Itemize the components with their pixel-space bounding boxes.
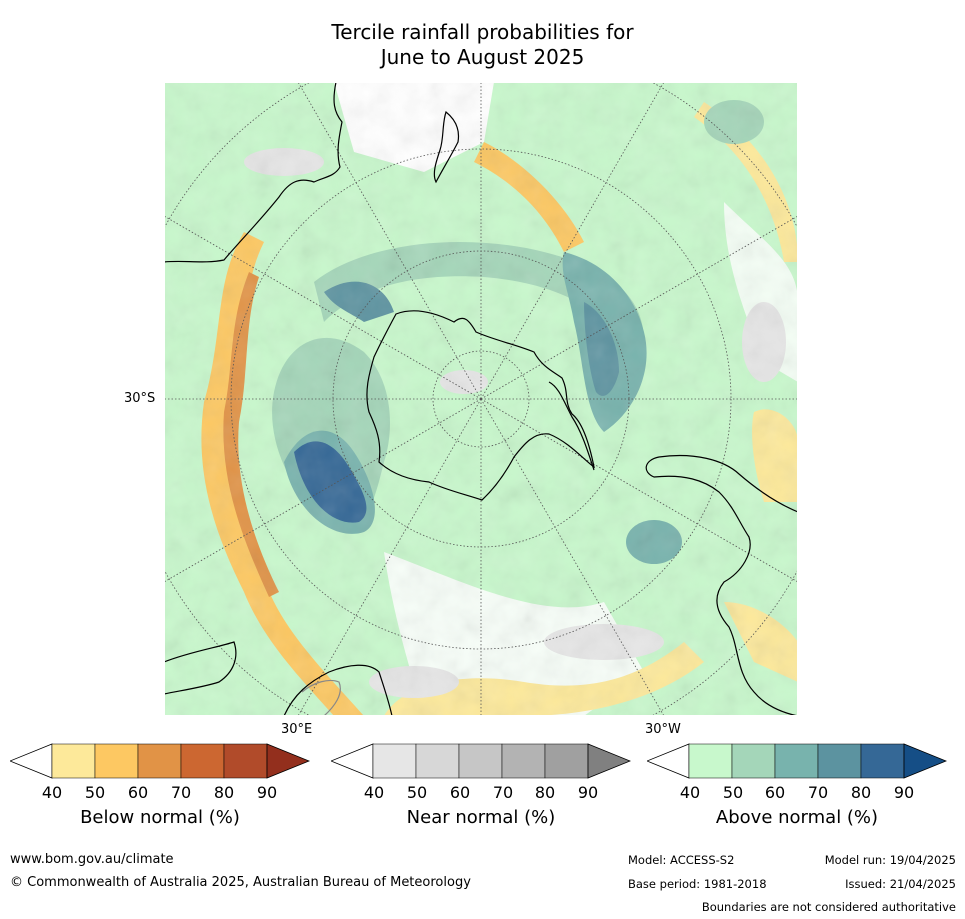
tick-label: 80: [534, 783, 556, 802]
new-zealand-coastline: [433, 110, 460, 184]
title-line-2: June to August 2025: [380, 45, 585, 69]
colorbar-segment: [731, 743, 776, 779]
map-frame: [164, 82, 798, 716]
tick-label: 40: [363, 783, 385, 802]
africa-border: [301, 679, 341, 716]
tick-label: 50: [722, 783, 744, 802]
colorbar-near-normal: [331, 743, 631, 779]
title-line-1: Tercile rainfall probabilities for: [331, 20, 634, 44]
colorbar-extend-high: [903, 743, 947, 779]
colorbar-segment: [688, 743, 733, 779]
legend-above-normal: 40 50 60 70 80 90 Above normal (%): [647, 743, 947, 843]
colorbar-extend-high: [587, 743, 631, 779]
colorbar-segment: [137, 743, 182, 779]
tick-label: 40: [41, 783, 63, 802]
colorbar-extend-low: [10, 743, 53, 779]
australia-coastline: [164, 82, 343, 263]
colorbar-above-normal: [647, 743, 947, 779]
colorbar-segment: [544, 743, 589, 779]
colorbar-segment: [51, 743, 96, 779]
tick-label: 50: [406, 783, 428, 802]
footer-copyright: © Commonwealth of Australia 2025, Austra…: [10, 875, 471, 890]
footer-disclaimer: Boundaries are not considered authoritat…: [701, 900, 956, 914]
lon-label-30w: 30°W: [645, 722, 681, 737]
tick-label: 60: [449, 783, 471, 802]
tick-label: 90: [577, 783, 599, 802]
africa-coastline: [164, 641, 237, 695]
colorbar-segment: [458, 743, 503, 779]
colorbar-ticks-near: 40 50 60 70 80 90: [331, 783, 631, 803]
tick-label: 60: [764, 783, 786, 802]
graticule: [164, 82, 798, 716]
antarctica-coastline: [366, 310, 595, 501]
footer-model-run: Model run: 19/04/2025: [824, 853, 956, 867]
footer-issued: Issued: 21/04/2025: [845, 877, 956, 891]
colorbar-extend-low: [331, 743, 374, 779]
colorbar-segment: [415, 743, 460, 779]
legend-label-below: Below normal (%): [80, 807, 240, 828]
legend-near-normal: 40 50 60 70 80 90 Near normal (%): [331, 743, 631, 843]
tick-label: 40: [679, 783, 701, 802]
colorbar-segment: [94, 743, 139, 779]
tick-label: 70: [170, 783, 192, 802]
colorbar-ticks-below: 40 50 60 70 80 90: [10, 783, 310, 803]
tick-label: 90: [893, 783, 915, 802]
colorbar-extend-high: [266, 743, 310, 779]
colorbar-segment: [817, 743, 862, 779]
colorbar-segment: [501, 743, 546, 779]
africa-south-coast: [283, 664, 393, 716]
antarctic-peninsula: [548, 381, 595, 471]
lat-label-30s: 30°S: [124, 391, 156, 406]
map-title: Tercile rainfall probabilities for June …: [0, 20, 965, 70]
lon-label-30e: 30°E: [281, 722, 313, 737]
colorbar-segment: [223, 743, 268, 779]
tick-label: 80: [213, 783, 235, 802]
south-america-coastline: [645, 454, 798, 716]
legend-below-normal: 40 50 60 70 80 90 Below normal (%): [10, 743, 310, 843]
footer-website-link[interactable]: www.bom.gov.au/climate: [10, 852, 174, 867]
colorbar-segment: [372, 743, 417, 779]
legend-label-above: Above normal (%): [715, 807, 879, 828]
map-svg: [164, 82, 798, 716]
tick-label: 70: [807, 783, 829, 802]
colorbar-ticks-above: 40 50 60 70 80 90: [647, 783, 947, 803]
tick-label: 60: [127, 783, 149, 802]
colorbar-segment: [774, 743, 819, 779]
colorbar-below-normal: [10, 743, 310, 779]
tick-label: 50: [84, 783, 106, 802]
colorbar-segment: [860, 743, 905, 779]
colorbar-extend-low: [647, 743, 690, 779]
footer-model: Model: ACCESS-S2: [628, 853, 735, 867]
tick-label: 70: [492, 783, 514, 802]
colorbar-segment: [180, 743, 225, 779]
tick-label: 90: [256, 783, 278, 802]
tick-label: 80: [850, 783, 872, 802]
footer-base-period: Base period: 1981-2018: [628, 877, 767, 891]
legend-label-near: Near normal (%): [406, 807, 556, 828]
polar-rainfall-map: [164, 82, 798, 716]
